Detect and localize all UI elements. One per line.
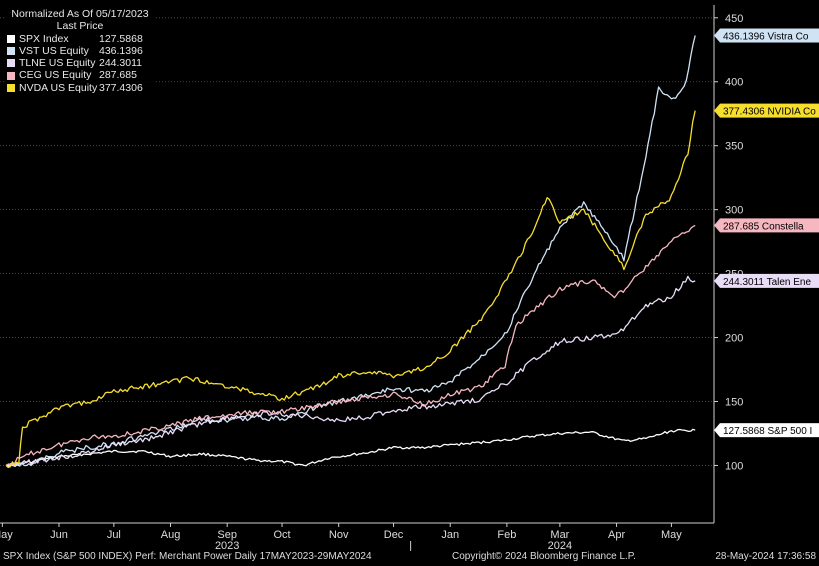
x-tick-label: Oct [273,529,290,541]
tag-box [720,273,819,288]
legend-item-tlne[interactable]: TLNE US Equity 244.3011 [5,57,155,69]
tag-pointer [714,423,720,438]
tag-pointer [714,28,720,43]
tag-box [720,218,819,233]
series-lines [5,35,696,469]
last-value-tag: 244.3011 Talen Ene [714,273,819,288]
legend-swatch [7,34,15,43]
x-year-label: 2023 [215,540,239,552]
x-tick-label: Aug [161,529,181,541]
series-line-ceg [5,224,696,466]
x-axis: May Jun Jul Aug Sep Oct Nov Dec Jan Feb Mar Apr May 2… [0,522,714,552]
x-tick-label: Apr [608,529,625,541]
y-tick-label: 450 [725,13,743,25]
legend-swatch [7,47,15,56]
legend-swatch [7,71,15,80]
y-tick-label: 400 [725,77,743,89]
tag-box [720,28,819,43]
tag-label: 377.4306 NVIDIA Co [723,107,816,118]
footer-description: SPX Index (S&P 500 INDEX) Perf: Merchant… [3,551,372,562]
y-tick-label: 100 [725,460,743,472]
legend-series-name: CEG US Equity [19,69,92,82]
legend-item-nvda[interactable]: NVDA US Equity 377.4306 [5,82,155,94]
x-tick-label: Jul [107,529,121,541]
legend: Normalized As Of 05/17/2023 Last Price S… [5,8,155,95]
x-tick-label: Nov [329,529,349,541]
tag-box [720,103,819,118]
legend-title: Normalized As Of 05/17/2023 [11,8,149,20]
x-tick-label: May [661,529,682,541]
x-tick-label: Feb [497,529,516,541]
tag-pointer [714,103,720,118]
x-tick-label: Jan [441,529,459,541]
y-tick-label: 300 [725,205,743,217]
last-value-tag: 377.4306 NVIDIA Co [714,103,819,118]
series-line-tlne [5,275,696,469]
x-tick-label: Jun [50,529,68,541]
legend-series-name: TLNE US Equity [19,57,96,70]
y-axis: 100150200250300350400450 [713,5,743,523]
grid-lines [0,17,714,466]
legend-series-value: 287.685 [99,69,137,82]
tag-label: 287.685 Constella [723,221,804,232]
legend-item-vst[interactable]: VST US Equity 436.1396 [5,45,155,57]
tag-label: 127.5868 S&P 500 I [723,426,812,437]
legend-series-name: NVDA US Equity [19,81,98,94]
footer-copyright: Copyright© 2024 Bloomberg Finance L.P. [452,551,636,562]
legend-series-value: 377.4306 [99,81,143,94]
x-tick-label: Dec [384,529,404,541]
last-value-tag: 127.5868 S&P 500 I [714,423,819,438]
tag-pointer [714,273,720,288]
x-tick-label: Sep [217,529,237,541]
legend-swatch [7,59,15,68]
footer-timestamp: 28-May-2024 17:36:58 [715,551,816,562]
x-tick-label: May [0,529,13,541]
legend-item-spx[interactable]: SPX Index 127.5868 [5,33,155,45]
legend-series-name: VST US Equity [19,44,89,57]
series-line-nvda [5,110,696,468]
legend-item-ceg[interactable]: CEG US Equity 287.685 [5,69,155,81]
legend-series-value: 436.1396 [99,44,143,57]
tag-label: 436.1396 Vistra Co [723,32,809,43]
y-tick-label: 200 [725,333,743,345]
tag-label: 244.3011 Talen Ene [723,277,811,288]
legend-series-value: 127.5868 [99,32,143,45]
x-tick-label: Mar [550,529,569,541]
legend-swatch [7,83,15,92]
legend-series-value: 244.3011 [99,57,143,70]
x-year-label: 2024 [548,540,572,552]
last-value-tag: 436.1396 Vistra Co [714,28,819,43]
last-value-tag: 287.685 Constella [714,218,819,233]
legend-series-name: SPX Index [19,32,69,45]
y-tick-label: 350 [725,141,743,153]
series-line-spx [5,428,696,467]
tag-pointer [714,218,720,233]
last-value-tags: 127.5868 S&P 500 I 436.1396 Vistra Co 244.… [714,28,819,438]
tag-box [720,423,819,438]
legend-subtitle: Last Price [56,20,104,33]
y-tick-label: 150 [725,396,743,408]
